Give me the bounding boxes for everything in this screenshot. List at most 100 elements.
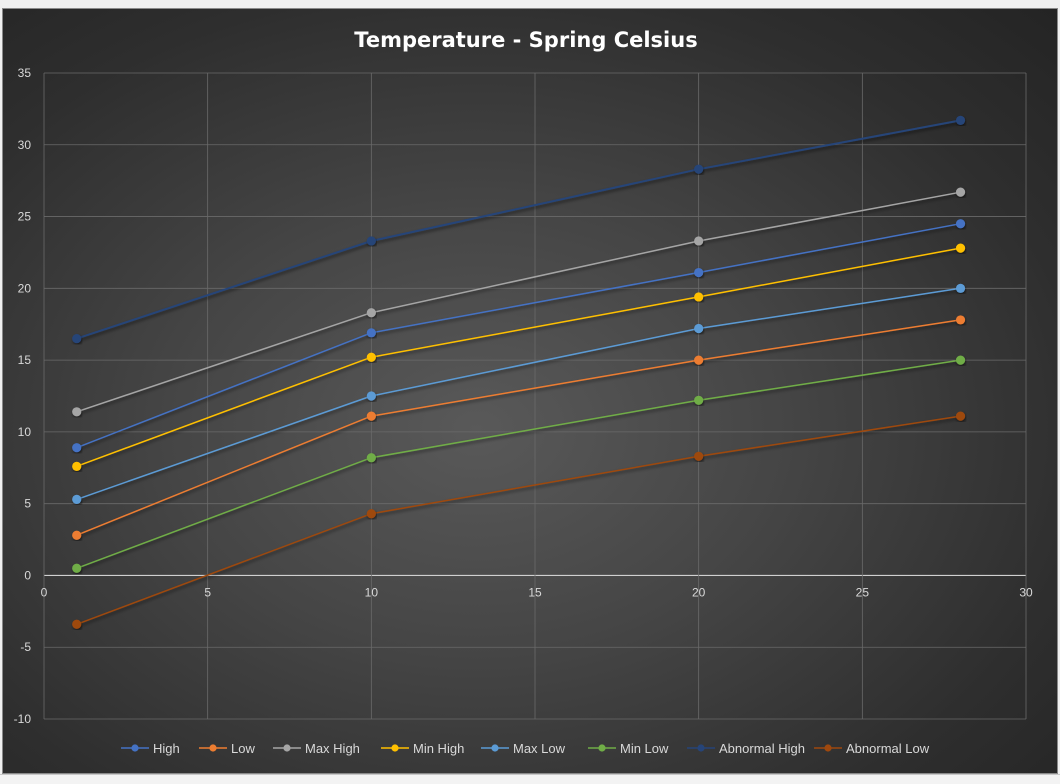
data-point — [694, 292, 704, 302]
legend-label: Max High — [305, 741, 360, 756]
y-axis: -10 -5 0 5 10 15 20 25 30 35 — [14, 66, 32, 726]
x-tick-label: 0 — [41, 585, 48, 599]
data-point — [72, 443, 82, 453]
data-point — [955, 283, 966, 293]
data-point — [955, 315, 966, 325]
data-point — [694, 395, 704, 405]
series-line — [76, 359, 961, 570]
series-line — [76, 287, 961, 501]
legend-item: Abnormal High — [687, 741, 805, 756]
data-point — [72, 494, 82, 504]
series-max-low — [72, 283, 966, 504]
series-abnormal-high — [72, 115, 966, 344]
chart-area[interactable]: Temperature - Spring Celsius -10 -5 0 5 10 15… — [2, 8, 1058, 774]
series-min-high — [72, 243, 966, 471]
y-tick-label: 15 — [18, 353, 32, 367]
series-low — [72, 315, 966, 540]
series-max-high — [72, 187, 966, 417]
legend-marker — [491, 744, 499, 752]
chart-legend: High Low Max High Min High Max Low Min Low Abn… — [121, 741, 930, 756]
y-tick-label: -10 — [14, 712, 32, 726]
series-min-low — [72, 355, 966, 573]
x-tick-label: 15 — [528, 585, 542, 599]
series-line — [76, 319, 961, 536]
data-point — [694, 355, 704, 365]
series-line — [76, 247, 961, 468]
x-tick-label: 30 — [1019, 585, 1033, 599]
legend-item: Low — [199, 741, 255, 756]
data-point — [72, 407, 82, 417]
data-point — [955, 115, 966, 125]
x-tick-label: 5 — [204, 585, 211, 599]
data-point — [366, 328, 376, 338]
grid-lines — [43, 72, 1027, 720]
y-tick-label: 10 — [18, 425, 32, 439]
chart-title: Temperature - Spring Celsius — [354, 28, 697, 52]
y-tick-label: 25 — [18, 210, 32, 224]
data-point — [694, 267, 704, 278]
data-point — [366, 308, 376, 318]
data-point — [366, 391, 376, 401]
legend-label: Max Low — [513, 741, 566, 756]
legend-label: Abnormal High — [719, 741, 805, 756]
legend-marker — [824, 744, 832, 752]
legend-item: Abnormal Low — [814, 741, 930, 756]
data-point — [366, 236, 376, 246]
line-chart: Temperature - Spring Celsius -10 -5 0 5 10 15… — [14, 28, 1033, 756]
y-tick-label: 0 — [24, 568, 31, 582]
data-point — [955, 355, 966, 365]
data-point — [72, 461, 82, 471]
x-axis: 0 5 10 15 20 25 30 — [41, 585, 1033, 599]
data-point — [72, 563, 82, 573]
series-line — [76, 222, 961, 449]
x-tick-label: 20 — [692, 585, 706, 599]
series-line — [76, 119, 961, 340]
data-point — [366, 509, 376, 519]
legend-label: High — [153, 741, 180, 756]
x-tick-label: 10 — [365, 585, 379, 599]
legend-marker — [391, 744, 399, 752]
legend-label: Min High — [413, 741, 464, 756]
data-point — [366, 411, 376, 421]
y-tick-label: -5 — [20, 640, 31, 654]
data-point — [694, 451, 704, 461]
x-tick-label: 25 — [856, 585, 870, 599]
y-tick-label: 35 — [18, 66, 32, 80]
y-tick-label: 5 — [24, 497, 31, 511]
legend-marker — [283, 744, 291, 752]
data-point — [694, 236, 704, 246]
data-point — [694, 164, 704, 174]
legend-marker — [598, 744, 606, 752]
data-point — [955, 187, 966, 197]
legend-item: Min Low — [588, 741, 669, 756]
legend-marker — [697, 744, 705, 752]
data-point — [72, 530, 82, 540]
data-point — [955, 219, 966, 229]
legend-label: Min Low — [620, 741, 669, 756]
data-point — [366, 352, 376, 362]
y-tick-label: 30 — [18, 138, 32, 152]
legend-item: Max High — [273, 741, 360, 756]
legend-item: High — [121, 741, 180, 756]
data-point — [72, 619, 82, 629]
plot-area: -10 -5 0 5 10 15 20 25 30 35 0 5 10 15 20 25 30 — [14, 66, 1033, 726]
data-point — [694, 323, 704, 334]
series-line — [76, 415, 961, 626]
series-line — [76, 191, 961, 413]
data-point — [955, 243, 966, 253]
legend-item: Min High — [381, 741, 464, 756]
data-point — [366, 453, 376, 463]
legend-marker — [209, 744, 217, 752]
series-layer — [72, 115, 966, 629]
legend-marker — [131, 744, 139, 752]
data-point — [955, 411, 966, 421]
series-high — [72, 219, 966, 453]
legend-label: Abnormal Low — [846, 741, 930, 756]
y-tick-label: 20 — [18, 281, 32, 295]
series-abnormal-low — [72, 411, 966, 629]
data-point — [72, 333, 82, 344]
legend-item: Max Low — [481, 741, 566, 756]
sheet-status-strip — [0, 774, 1060, 784]
legend-label: Low — [231, 741, 255, 756]
